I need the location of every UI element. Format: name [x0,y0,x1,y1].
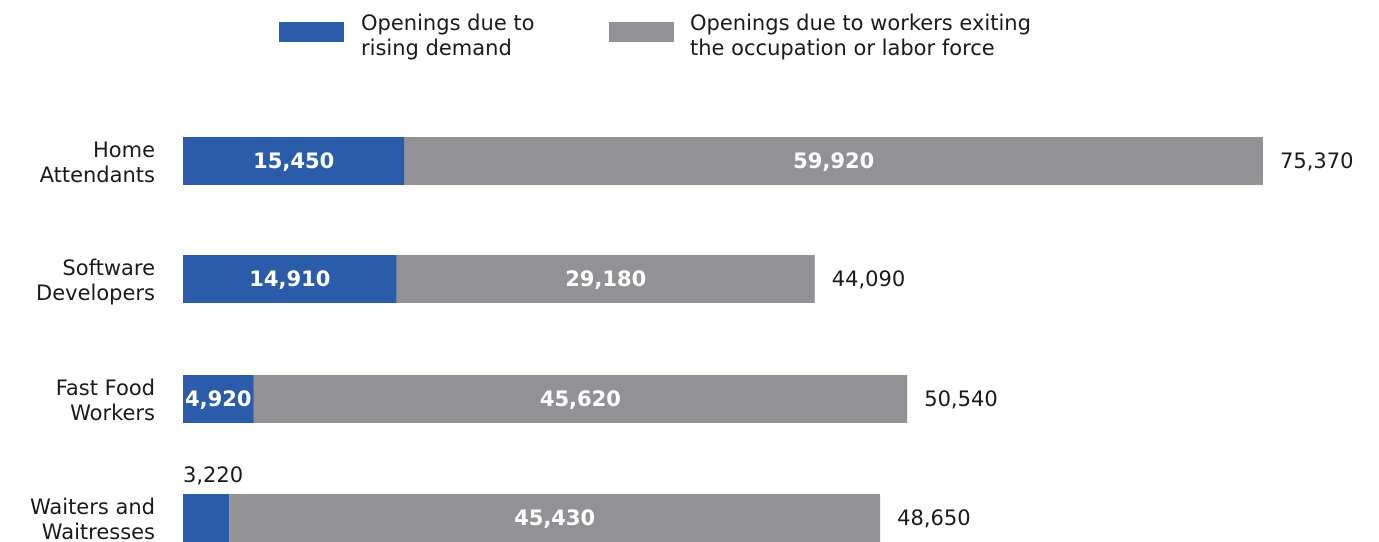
total-value-label: 50,540 [924,387,997,411]
category-label-line: Waitresses [42,520,155,542]
total-value-label: 44,090 [832,267,905,291]
category-label-line: Software [62,256,155,280]
category-label-line: Home [93,138,155,162]
bar-segment-demand [183,137,405,185]
segment-value-label: 14,910 [249,267,330,291]
segment-value-label: 29,180 [565,267,646,291]
bar-segment-demand [183,494,230,542]
legend-label-line: the occupation or labor force [690,36,995,60]
segment-value-label: 45,430 [514,506,595,530]
bar-segment-exit [396,255,815,303]
bar-segment-exit [229,494,881,542]
legend-swatch [609,22,674,42]
category-label-line: Attendants [40,163,155,187]
total-value-label: 48,650 [897,506,970,530]
bar-segment-demand [183,255,397,303]
bar-segment-exit [253,375,908,423]
bar-segment-demand [183,375,254,423]
total-value-label: 75,370 [1280,149,1353,173]
segment-value-label: 45,620 [540,387,621,411]
segment-value-label: 3,220 [183,463,243,487]
segment-value-label: 59,920 [793,149,874,173]
category-label-line: Workers [70,401,155,425]
legend-label-line: rising demand [361,36,512,60]
segment-value-label: 15,450 [253,149,334,173]
segment-value-label: 4,920 [185,387,251,411]
legend-label-line: Openings due to [361,11,535,35]
category-label-line: Fast Food [56,376,155,400]
legend-swatch [279,22,344,42]
category-label-line: Waiters and [30,495,155,519]
category-label-line: Developers [36,281,155,305]
legend-label-line: Openings due to workers exiting [690,11,1031,35]
bar-segment-exit [404,137,1263,185]
